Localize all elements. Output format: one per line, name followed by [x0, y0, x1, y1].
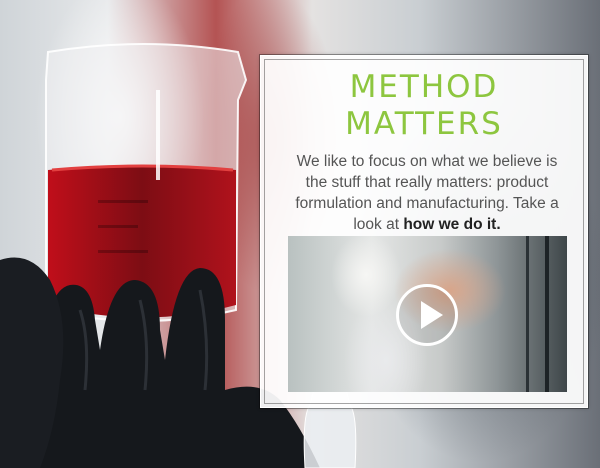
beaker-image	[45, 43, 248, 322]
description-text: We like to focus on what we believe is t…	[295, 153, 559, 233]
headline-line-1: METHOD	[349, 69, 499, 105]
left-glove-image	[0, 257, 64, 468]
card-inner-border	[264, 59, 584, 404]
gloved-hand-image	[30, 268, 320, 468]
headline-line-2: MATTERS	[345, 106, 503, 142]
headline: METHOD MATTERS	[261, 69, 587, 143]
how-we-do-it-link[interactable]: how we do it.	[403, 216, 501, 233]
content-card: METHOD MATTERS We like to focus on what …	[260, 55, 588, 408]
video-decoration	[545, 236, 549, 392]
video-thumbnail[interactable]	[288, 236, 567, 392]
play-icon[interactable]	[396, 284, 458, 346]
description: We like to focus on what we believe is t…	[291, 151, 563, 235]
video-decoration-2	[526, 236, 529, 392]
